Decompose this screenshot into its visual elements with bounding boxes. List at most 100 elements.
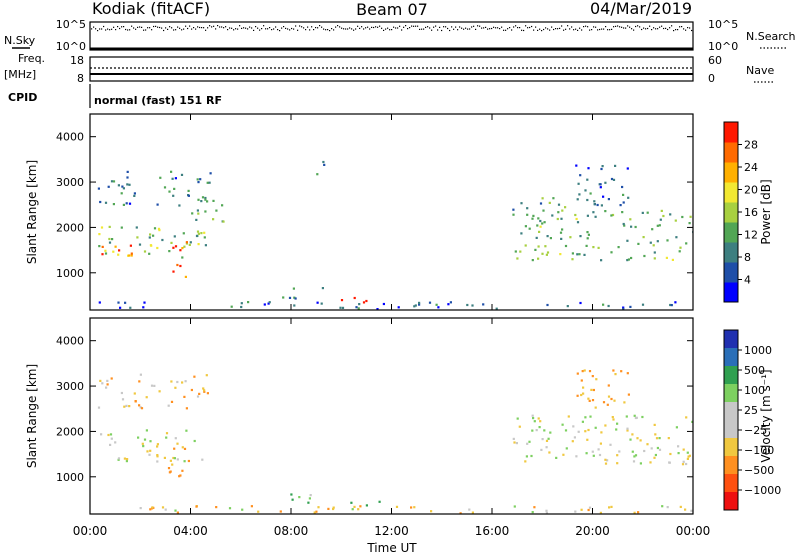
nsky-point [625, 27, 627, 29]
power-cell [658, 224, 661, 227]
nsky-point [383, 29, 385, 31]
velocity-cell [602, 401, 606, 404]
nsky-point [477, 25, 479, 27]
power-cell [98, 233, 101, 236]
power-cell [637, 242, 640, 245]
velocity-cell [365, 504, 368, 507]
power-cell [586, 198, 589, 202]
nsky-point [595, 26, 597, 28]
velocity-cell [604, 424, 607, 427]
nsky-tick-top: 10^5 [56, 18, 86, 31]
power-cell [630, 256, 633, 260]
velocity-cell [139, 373, 142, 376]
velocity-cell [616, 422, 619, 425]
velocity-cell [582, 386, 585, 389]
power-cell [549, 237, 552, 240]
power-cell [143, 250, 147, 253]
nsky-point [429, 27, 431, 29]
velocity-cell [139, 507, 142, 510]
velocity-cell [171, 463, 174, 466]
power-cell [104, 252, 108, 255]
velocity-cell [599, 511, 602, 514]
velocity-cell [580, 379, 583, 382]
nsky-point [449, 29, 451, 32]
velocity-cell [649, 461, 652, 464]
nsky-point [271, 29, 273, 31]
time-axis: 00:00 04:00 08:00 12:00 16:00 20:00 00:00 [73, 114, 710, 538]
power-colorbar-label: Power [dB] [759, 179, 773, 244]
colorbar-tick-label: 100 [744, 384, 765, 397]
velocity-cell [530, 454, 533, 458]
velocity-cell [595, 378, 598, 381]
power-cell [200, 232, 203, 235]
nsky-point [159, 26, 161, 29]
power-cell [617, 246, 620, 249]
velocity-cell [592, 454, 595, 457]
velocity-cell [290, 493, 293, 496]
nsky-point [651, 29, 653, 31]
power-cell [143, 301, 146, 304]
velocity-cell [206, 392, 209, 395]
power-cell [168, 250, 171, 253]
nsky-point [619, 26, 621, 28]
power-cell [196, 209, 199, 212]
velocity-cell [525, 455, 528, 458]
velocity-cell [580, 508, 583, 511]
nsky-point [231, 27, 233, 29]
nsky-point [273, 28, 275, 30]
colorbar-segment [724, 384, 738, 403]
nsky-point [313, 29, 315, 31]
nave-tick-top: 60 [708, 54, 722, 67]
velocity-cell [589, 415, 592, 418]
velocity-cell [173, 447, 176, 450]
velocity-cell [658, 437, 661, 440]
velocity-cell [661, 505, 664, 508]
power-cell [642, 236, 645, 239]
nsky-point [447, 27, 449, 30]
nsky-point [115, 29, 117, 31]
power-cell [418, 303, 421, 306]
colorbar-segment [724, 282, 738, 303]
power-cell [576, 198, 579, 201]
velocity-cell [613, 399, 616, 402]
nsky-point [239, 25, 241, 27]
nsky-point [441, 29, 443, 32]
nsky-point [431, 29, 433, 31]
power-cell [247, 301, 250, 304]
velocity-cell [639, 439, 642, 442]
velocity-cell [99, 379, 102, 382]
nsky-point [141, 26, 143, 28]
velocity-cell [654, 433, 657, 436]
velocity-cell [203, 389, 206, 392]
power-cell [215, 209, 218, 212]
velocity-cell [156, 460, 159, 463]
velocity-cell [658, 448, 662, 451]
power-cell [627, 258, 630, 261]
nsky-point [97, 30, 99, 32]
power-cell [112, 180, 116, 183]
nsky-point [161, 27, 163, 29]
velocity-cell [123, 457, 126, 460]
power-cell [539, 225, 542, 228]
nsky-point [297, 29, 299, 31]
velocity-cell [153, 384, 156, 387]
power-cell [413, 305, 416, 308]
velocity-cell [615, 428, 618, 431]
nsky-point [191, 28, 193, 30]
nsky-point [245, 27, 247, 29]
nsky-point [361, 26, 363, 28]
nsky-point [365, 27, 367, 29]
nsky-point [663, 27, 665, 30]
power-cell [292, 287, 295, 290]
nsky-point [629, 26, 631, 28]
nsky-point [689, 27, 691, 29]
power-cell [560, 217, 563, 220]
power-cell [316, 173, 319, 176]
power-cell [294, 297, 297, 300]
power-cell [541, 222, 544, 225]
nsky-point [417, 25, 419, 27]
power-cell [577, 182, 580, 185]
velocity-cell [612, 418, 615, 421]
power-cell [150, 244, 153, 247]
velocity-cell [531, 414, 534, 417]
